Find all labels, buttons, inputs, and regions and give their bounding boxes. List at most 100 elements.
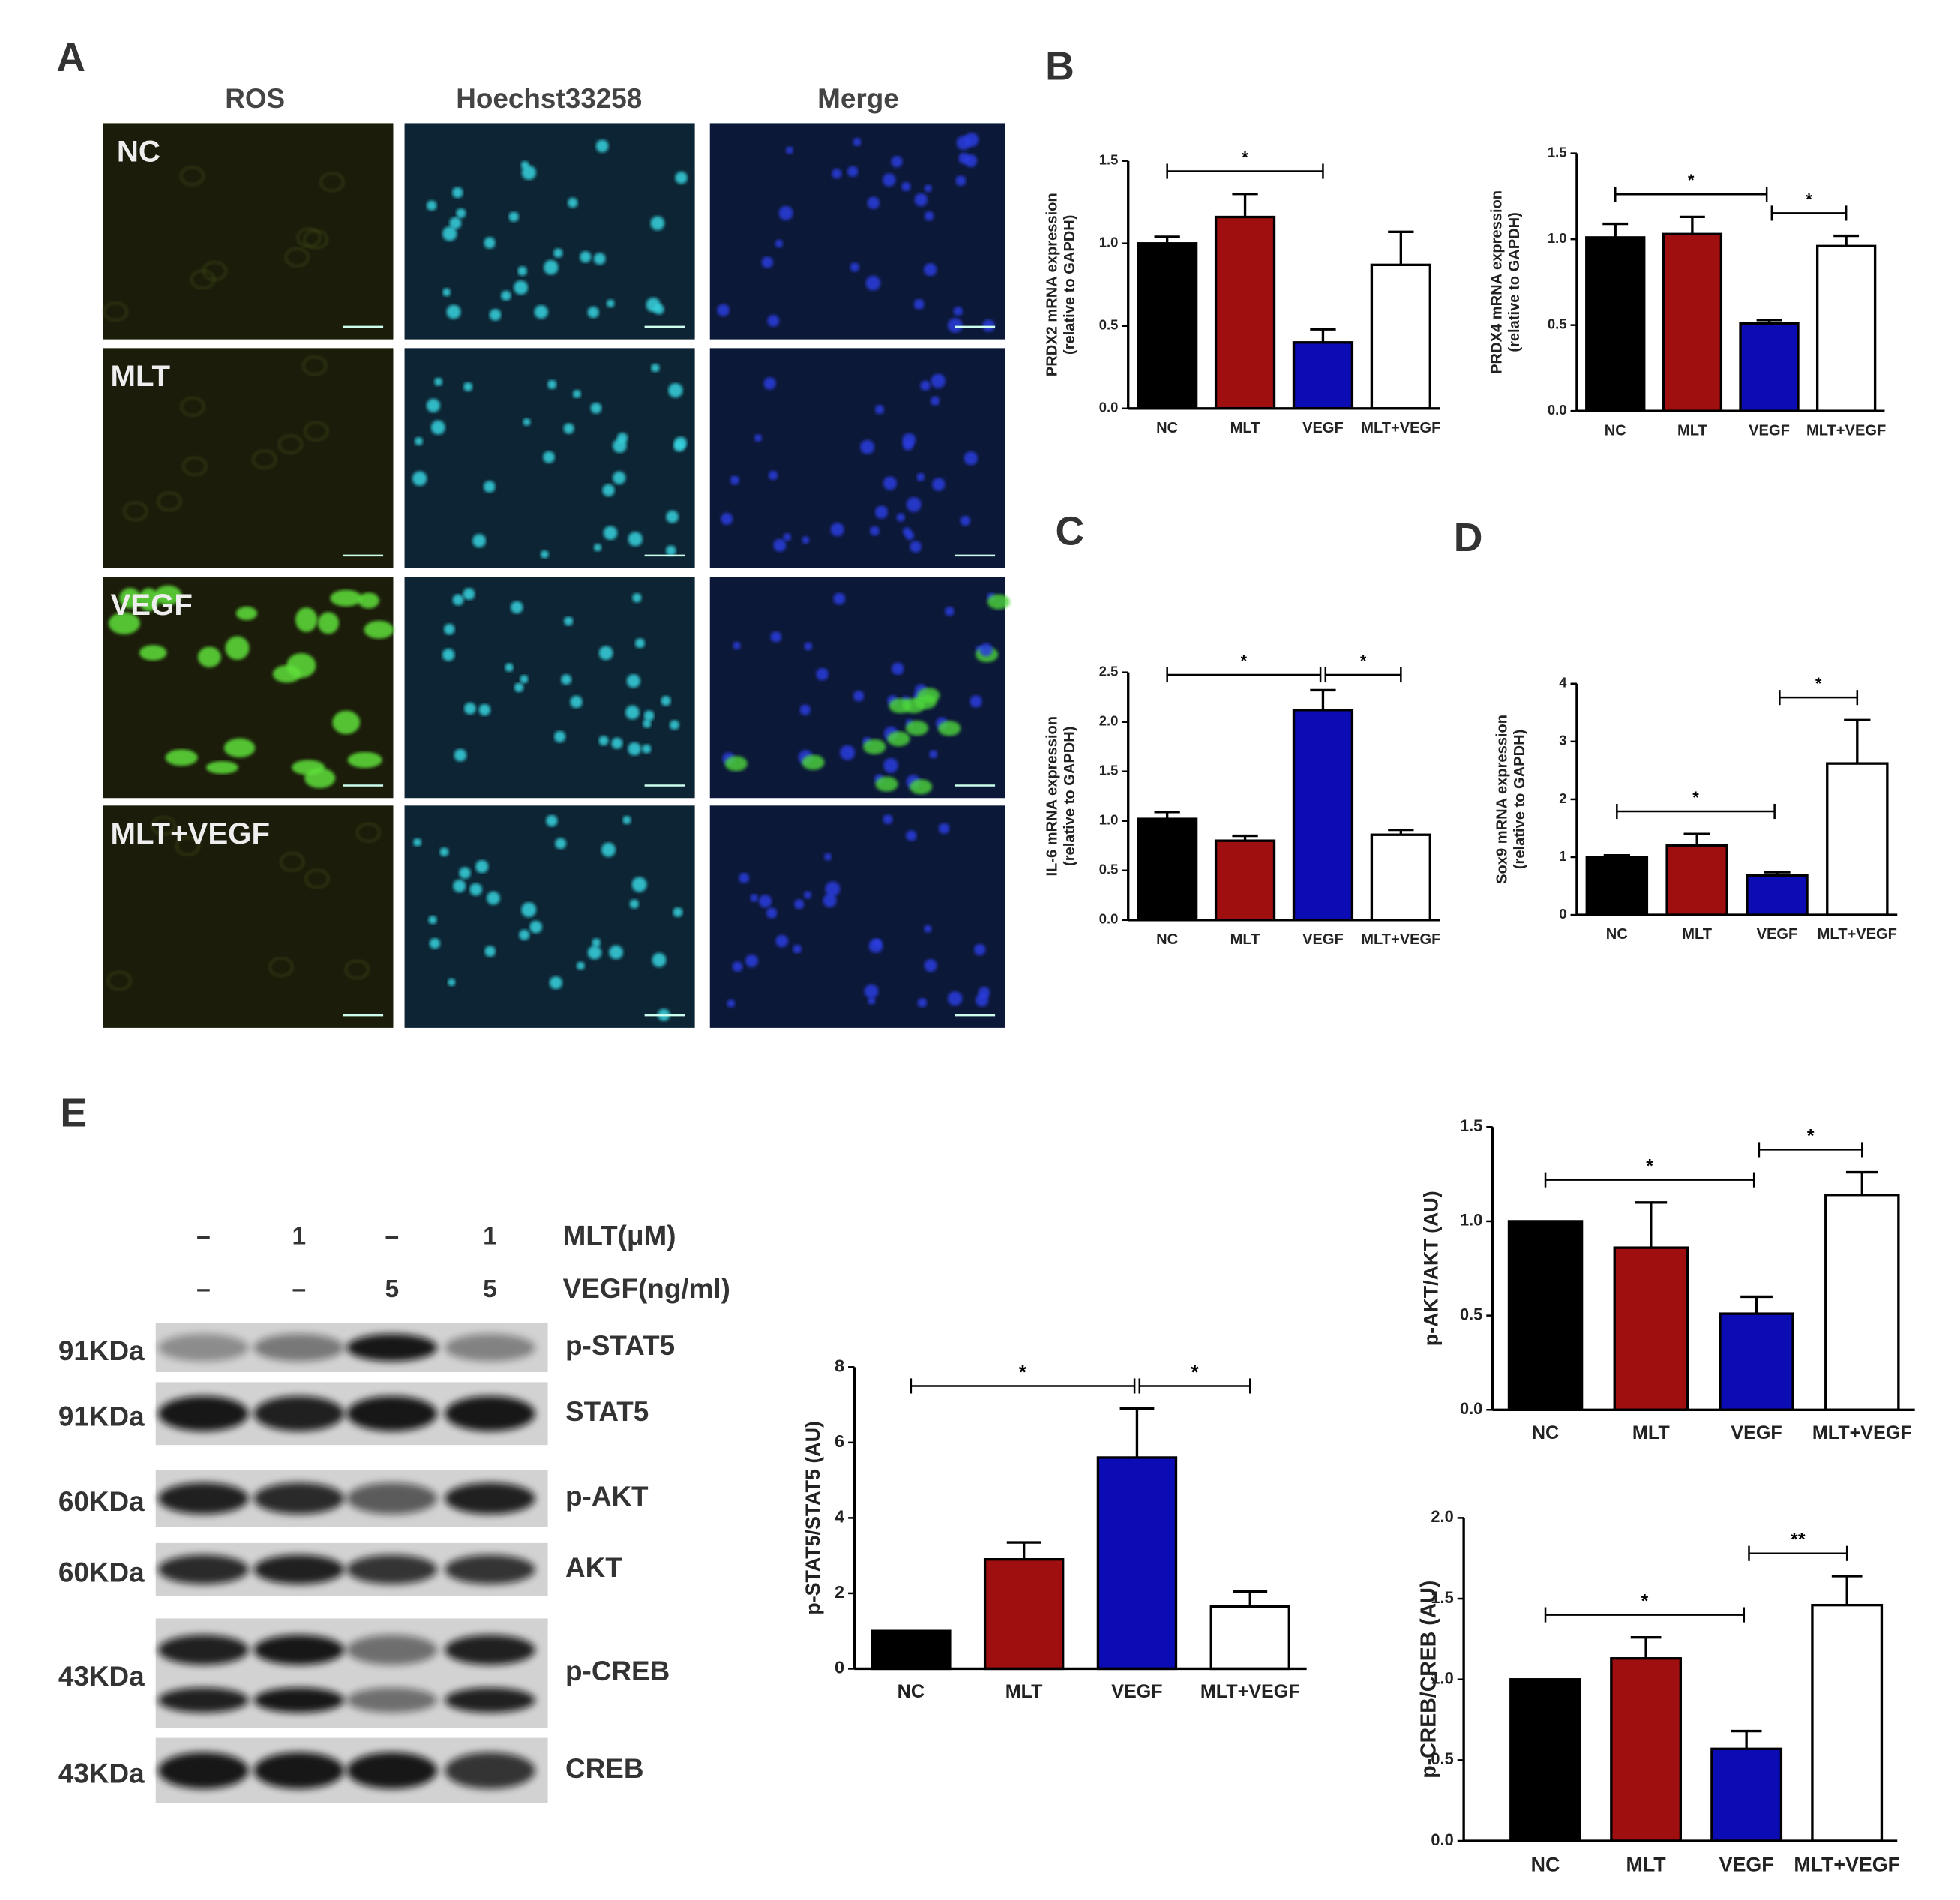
nucleus (979, 643, 993, 657)
nucleus (598, 736, 609, 746)
nucleus (874, 505, 888, 519)
lane-label: – (196, 1275, 211, 1303)
nucleus (947, 318, 963, 333)
nucleus (717, 304, 730, 316)
nucleus (510, 601, 523, 614)
nucleus (883, 476, 897, 490)
bar (1824, 1194, 1900, 1411)
y-tick-label: 4 (835, 1507, 844, 1527)
significance-label: * (1360, 652, 1367, 670)
nucleus (452, 187, 463, 199)
band (158, 1395, 249, 1431)
x-tick-label: MLT (1230, 931, 1261, 948)
nucleus (739, 872, 750, 883)
nucleus (799, 704, 811, 715)
band (346, 1635, 438, 1665)
y-axis-label: PRDX4 mRNA expression (1489, 190, 1506, 374)
cell (225, 636, 250, 660)
panel-label: A (56, 35, 85, 80)
band (445, 1752, 535, 1789)
cell (319, 172, 345, 192)
nucleus (860, 439, 874, 454)
nucleus (982, 319, 995, 332)
bar (1509, 1678, 1581, 1842)
nucleus (882, 173, 896, 187)
band (158, 1554, 249, 1584)
nucleus (642, 744, 652, 754)
row-label: NC (117, 134, 160, 168)
significance-label: * (1241, 652, 1248, 670)
nucleus (534, 305, 548, 319)
x-tick-label: NC (1606, 926, 1628, 943)
bar (983, 1558, 1065, 1671)
nucleus (783, 533, 792, 541)
band (346, 1395, 438, 1431)
nucleus (523, 418, 531, 426)
nucleus (727, 999, 736, 1008)
y-tick-label: 4 (1559, 675, 1567, 691)
y-tick-label: 1.0 (1099, 235, 1119, 250)
cell (304, 229, 328, 250)
nucleus (587, 306, 599, 319)
y-tick-label: 2 (1559, 790, 1566, 806)
nucleus (463, 588, 475, 601)
cell (917, 688, 940, 703)
nucleus (732, 961, 743, 972)
nucleus (454, 748, 467, 762)
nucleus (868, 996, 876, 1005)
cell (345, 960, 370, 979)
nucleus (775, 934, 789, 948)
nucleus (487, 891, 500, 905)
nucleus (484, 946, 496, 957)
cell (724, 756, 748, 772)
bar (871, 1629, 952, 1671)
nucleus (964, 154, 978, 167)
lane-label: 1 (292, 1223, 306, 1251)
lane-label: – (292, 1275, 306, 1303)
band (346, 1334, 438, 1362)
y-axis-label: p-STAT5/STAT5 (AU) (802, 1421, 824, 1615)
y-tick-label: 1.5 (1431, 1588, 1453, 1607)
x-tick-label: VEGF (1731, 1422, 1782, 1443)
nucleus (514, 280, 529, 295)
lane-label: – (385, 1223, 399, 1251)
nucleus (631, 877, 647, 892)
y-tick-label: 2.0 (1099, 713, 1119, 729)
micrograph (103, 348, 394, 568)
nucleus (439, 847, 449, 857)
cell (358, 592, 379, 609)
micrograph (709, 123, 1005, 340)
cell (295, 607, 318, 632)
nucleus (721, 512, 733, 525)
nucleus (867, 196, 880, 209)
nucleus (546, 814, 558, 827)
nucleus (823, 893, 837, 907)
cell (235, 606, 258, 621)
x-tick-label: VEGF (1111, 1681, 1162, 1702)
bar (1137, 817, 1198, 922)
nucleus (475, 859, 489, 874)
nucleus (916, 472, 925, 481)
micrograph (709, 348, 1005, 568)
nucleus (768, 470, 778, 481)
nucleus (628, 532, 643, 547)
nucleus (442, 226, 457, 241)
nucleus (650, 216, 665, 231)
nucleus (426, 398, 441, 412)
nucleus (669, 720, 679, 730)
nucleus (978, 987, 990, 999)
significance-label: * (1019, 1361, 1027, 1383)
nucleus (804, 642, 813, 651)
bar (1214, 839, 1276, 922)
nucleus (816, 667, 829, 681)
lane-label: 1 (483, 1223, 497, 1251)
nucleus (514, 682, 524, 692)
lane-label: – (196, 1223, 211, 1251)
band (158, 1482, 249, 1515)
nucleus (930, 396, 940, 406)
cell (139, 588, 159, 612)
y-tick-label: 0.5 (1099, 317, 1119, 333)
y-tick-label: 1.0 (1548, 230, 1567, 246)
nucleus (442, 649, 455, 661)
